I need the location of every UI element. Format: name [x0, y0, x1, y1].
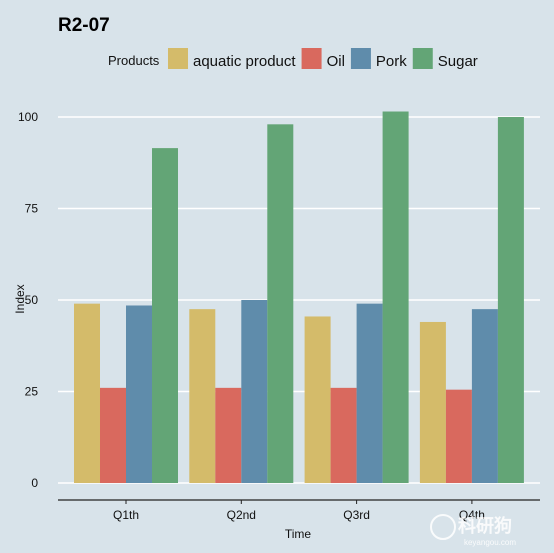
chart-title: R2-07 [58, 15, 110, 36]
bar-pork-q3rd [356, 303, 383, 483]
legend: Products aquatic product Oil Pork Sugar [108, 48, 478, 70]
bar-sugar-q2nd [267, 124, 294, 483]
y-tick-label: 50 [25, 293, 39, 307]
bar-sugar-q1th [152, 148, 178, 484]
legend-swatch [412, 48, 433, 69]
legend-label: Pork [376, 53, 407, 70]
bar-oil-q2nd [215, 387, 242, 483]
x-tick-label: Q4th [459, 508, 485, 522]
bar-pork-q4th [471, 309, 498, 483]
y-axis-title: Index [13, 284, 27, 313]
bar-sugar-q4th [497, 117, 524, 483]
bar-pork-q1th [126, 305, 152, 483]
watermark-logo-text: 科研狗 [458, 515, 512, 536]
bar-sugar-q3rd [382, 111, 409, 483]
legend-label: aquatic product [193, 53, 296, 70]
x-tick-label: Q2nd [227, 508, 256, 522]
x-tick-label: Q1th [113, 508, 139, 522]
bar-aquatic-product-q3rd [304, 316, 331, 483]
bar-oil-q3rd [330, 387, 357, 483]
legend-swatch [168, 48, 188, 69]
y-tick-label: 100 [18, 110, 38, 124]
bar-aquatic-product-q1th [74, 303, 100, 483]
bar-pork-q2nd [241, 300, 268, 483]
y-tick-label: 25 [25, 385, 39, 399]
legend-label: Sugar [438, 53, 478, 70]
axes: Q1th Q2nd Q3rd Q4th [58, 499, 540, 522]
bar-oil-q4th [445, 389, 472, 483]
watermark-logo-icon [430, 514, 456, 540]
bar-aquatic-product-q2nd [189, 309, 216, 483]
y-tick-label: 75 [25, 202, 39, 216]
legend-swatch [350, 48, 371, 69]
watermark-url: keyangou.com [464, 538, 516, 547]
legend-title: Products [108, 53, 160, 68]
bar-oil-q1th [100, 387, 126, 483]
x-axis-title: Time [285, 527, 312, 541]
y-tick-label: 0 [31, 476, 38, 490]
legend-label: Oil [327, 53, 345, 70]
x-tick-label: Q3rd [343, 508, 370, 522]
legend-swatch [301, 48, 322, 69]
bar-aquatic-product-q4th [419, 321, 446, 483]
watermark: 科研狗 keyangou.com [430, 514, 516, 547]
bars [74, 111, 524, 484]
